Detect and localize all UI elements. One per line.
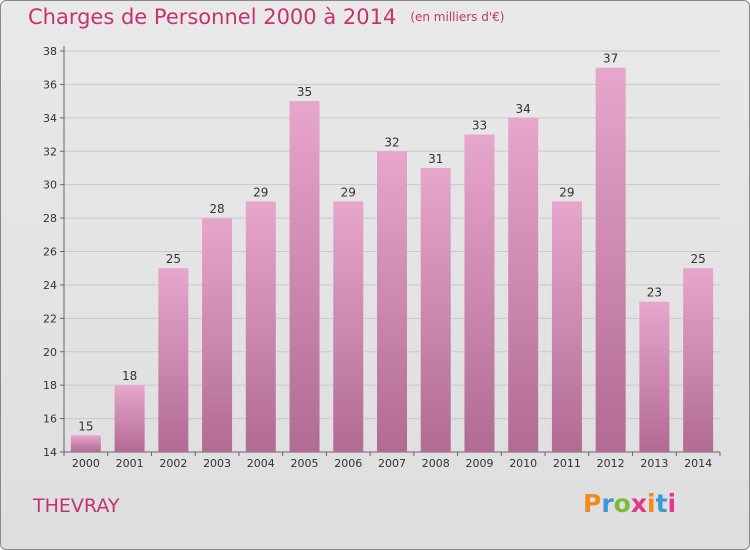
data-label: 33 (472, 119, 487, 133)
data-label: 29 (341, 185, 356, 199)
bar (245, 201, 276, 452)
x-tick-label: 2000 (72, 457, 100, 470)
data-label: 35 (297, 85, 312, 99)
y-tick-label: 32 (43, 145, 57, 158)
logo-letter: P (583, 489, 602, 518)
bar (508, 117, 539, 452)
logo-letter: r (601, 489, 614, 518)
y-tick-label: 14 (43, 446, 57, 459)
chart-title: Charges de Personnel 2000 à 2014 (en mill… (28, 5, 504, 29)
data-label: 18 (122, 369, 137, 383)
bar (289, 101, 320, 452)
x-tick-label: 2010 (509, 457, 537, 470)
chart-subtitle: (en milliers d'€) (410, 10, 505, 24)
y-tick-label: 20 (43, 346, 57, 359)
x-tick-label: 2004 (247, 457, 275, 470)
x-tick-label: 2003 (203, 457, 231, 470)
x-tick-label: 2005 (291, 457, 319, 470)
data-label: 34 (516, 102, 531, 116)
y-tick-label: 26 (43, 246, 57, 259)
data-label: 28 (209, 202, 224, 216)
data-label: 15 (78, 419, 93, 433)
bar (639, 301, 670, 452)
x-tick-label: 2006 (334, 457, 362, 470)
x-tick-label: 2009 (465, 457, 493, 470)
y-tick-label: 30 (43, 179, 57, 192)
x-axis: 2000 2001 2002 2003 2004 2005 2006 2007 2008 2009… (63, 451, 721, 470)
logo-letter: i (647, 489, 656, 518)
x-tick-label: 2001 (116, 457, 144, 470)
y-tick-label: 28 (43, 212, 57, 225)
y-tick-label: 18 (43, 379, 57, 392)
bar (420, 167, 451, 453)
bars (70, 67, 714, 453)
x-tick-label: 2008 (422, 457, 450, 470)
y-tick-label: 34 (43, 112, 57, 125)
bar (333, 201, 364, 452)
data-label: 29 (253, 185, 268, 199)
x-tick-label: 2013 (640, 457, 668, 470)
data-label: 31 (428, 152, 443, 166)
bar (377, 151, 407, 452)
bar (595, 67, 626, 452)
proxiti-logo: Proxiti (583, 489, 676, 518)
x-tick-label: 2012 (597, 457, 625, 470)
logo-letter: t (655, 489, 668, 518)
y-axis: 14 16 18 20 22 24 26 28 30 32 34 36 38 (43, 45, 65, 459)
bar (114, 385, 145, 452)
x-tick-label: 2014 (684, 457, 712, 470)
y-tick-label: 36 (43, 78, 57, 91)
data-label: 25 (690, 252, 705, 266)
bar (202, 218, 233, 452)
data-label: 23 (647, 286, 662, 300)
bar (158, 268, 189, 452)
y-tick-label: 38 (43, 45, 57, 58)
logo-letter: x (630, 489, 647, 518)
bar (683, 268, 714, 452)
y-tick-label: 22 (43, 312, 57, 325)
x-tick-label: 2011 (553, 457, 581, 470)
title-text: Charges de Personnel 2000 à 2014 (28, 5, 397, 29)
bar (70, 435, 101, 452)
x-tick-label: 2002 (159, 457, 187, 470)
bar (464, 134, 495, 452)
logo-letter: o (613, 489, 631, 518)
x-tick-label: 2007 (378, 457, 406, 470)
data-label: 32 (384, 135, 399, 149)
y-tick-label: 24 (43, 279, 57, 292)
commune-name: THEVRAY (33, 495, 120, 517)
y-tick-label: 16 (43, 413, 57, 426)
bar (551, 201, 582, 452)
data-label: 37 (603, 52, 618, 66)
data-label: 25 (166, 252, 181, 266)
logo-letter: i (667, 489, 677, 518)
data-label: 29 (559, 185, 574, 199)
data-labels: 15 18 25 28 29 35 29 32 31 33 34 29 37 23 25 (78, 52, 706, 434)
